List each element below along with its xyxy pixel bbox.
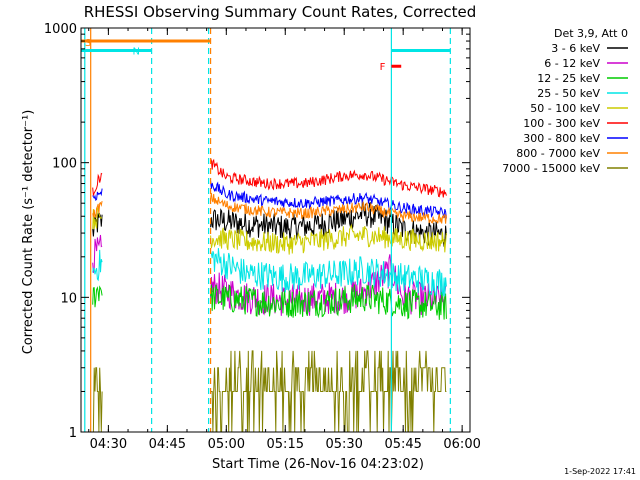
x-tick-label: 05:45: [384, 437, 421, 452]
plot-frame: [80, 27, 471, 433]
y-tick-label: 10: [60, 291, 77, 306]
series-line-6: [92, 180, 447, 219]
x-tick-label: 06:00: [443, 437, 480, 452]
annotation-label-1: N: [133, 47, 140, 58]
legend-label-2: 12 - 25 keV: [537, 72, 600, 85]
series-line-5: [92, 158, 447, 198]
legend-label-3: 25 - 50 keV: [537, 87, 600, 100]
x-tick-label: 05:15: [267, 437, 304, 452]
series-line-2: [92, 284, 447, 320]
annotation-label-0: S: [85, 38, 91, 49]
x-axis-label: Start Time (26-Nov-16 04:23:02): [212, 457, 424, 472]
chart-title: RHESSI Observing Summary Count Rates, Co…: [84, 3, 477, 21]
series-line-3: [92, 248, 447, 297]
x-tick-label: 05:00: [208, 437, 245, 452]
legend-label-5: 100 - 300 keV: [523, 117, 600, 130]
annotation-label-3: F: [380, 62, 386, 73]
legend-label-0: 3 - 6 keV: [551, 42, 600, 55]
legend-label-4: 50 - 100 keV: [530, 102, 600, 115]
legend-header: Det 3,9, Att 0: [554, 27, 628, 40]
series-line-7: [92, 192, 447, 224]
y-axis-label: Corrected Count Rate (s⁻¹ detector⁻¹): [21, 110, 36, 355]
x-tick-label: 04:45: [149, 437, 186, 452]
series-layer: [92, 158, 447, 432]
legend-label-8: 7000 - 15000 keV: [502, 162, 600, 175]
x-tick-label: 05:30: [325, 437, 362, 452]
legend-label-7: 800 - 7000 keV: [516, 147, 600, 160]
marker-layer: S N F: [81, 28, 451, 432]
axis-layer: 04:30 04:45 05:00 05:15 05:30 05:45 06:00 1 10 10…: [44, 22, 481, 452]
y-tick-label: 100: [52, 157, 77, 172]
legend-label-6: 300 - 800 keV: [523, 132, 600, 145]
series-line-8: [92, 350, 447, 432]
x-tick-label: 04:30: [90, 437, 127, 452]
y-tick-label: 1: [69, 426, 77, 441]
y-tick-label: 1000: [44, 22, 77, 37]
legend-label-1: 6 - 12 keV: [544, 57, 600, 70]
footer-timestamp: 1-Sep-2022 17:41: [564, 467, 636, 476]
legend: 3 - 6 keV 6 - 12 keV 12 - 25 keV 25 - 50 ke…: [502, 42, 628, 175]
